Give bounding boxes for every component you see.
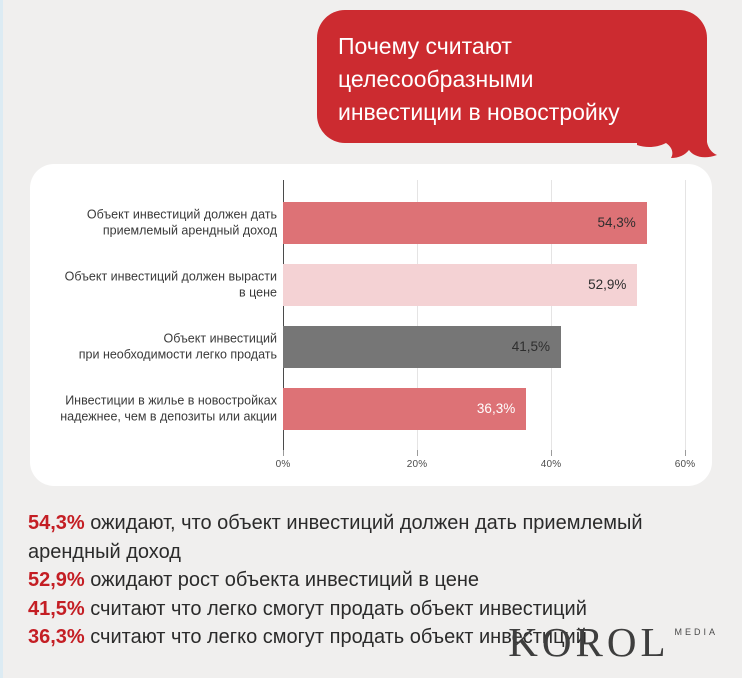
- x-axis-tick-label: 60%: [674, 459, 696, 470]
- gridline: [685, 180, 686, 450]
- x-axis-tick: [685, 450, 686, 456]
- logo-suffix: MEDIA: [674, 627, 718, 637]
- summary-text-block: 54,3% ожидают, что объект инвестиций дол…: [28, 509, 664, 652]
- summary-text: ожидают, что объект инвестиций должен да…: [28, 512, 643, 563]
- category-label: Объект инвестиций должен вырасти в цене: [64, 269, 277, 300]
- x-axis-tick-label: 40%: [540, 459, 562, 470]
- summary-text: считают что легко смогут продать объект …: [84, 626, 587, 648]
- summary-text: считают что легко смогут продать объект …: [84, 597, 587, 620]
- y-axis-line: [283, 180, 284, 456]
- summary-text: ожидают рост объекта инвестиций в цене: [84, 569, 480, 591]
- x-axis-tick: [417, 450, 418, 456]
- brand-logo: KOROL MEDIA: [508, 622, 718, 663]
- summary-line: 36,3% считают что легко смогут продать о…: [28, 623, 664, 652]
- bar-row: Инвестиции в жилье в новостройках надежне…: [30, 388, 712, 430]
- category-label: Инвестиции в жилье в новостройках надежне…: [60, 393, 277, 424]
- summary-percentage: 52,9%: [28, 569, 85, 591]
- speech-bubble-tail-icon: [637, 142, 717, 158]
- logo-wordmark: KOROL: [508, 619, 670, 665]
- bar: 54,3%: [283, 202, 647, 244]
- chart-card: 0% 20% 40% 60% Объект инвестиций должен дать…: [30, 164, 712, 486]
- bubble-title-line: инвестиции в новостройку: [338, 99, 620, 125]
- summary-line: 54,3% ожидают, что объект инвестиций дол…: [28, 509, 664, 566]
- bar-value-label: 52,9%: [588, 277, 627, 292]
- summary-percentage: 36,3%: [28, 626, 85, 648]
- category-label: Объект инвестиций при необходимости легко…: [78, 331, 277, 362]
- bar: 41,5%: [283, 326, 562, 368]
- bar: 36,3%: [283, 388, 527, 430]
- gridline: [417, 180, 418, 450]
- summary-line: 41,5% считают что легко смогут продать о…: [28, 595, 664, 624]
- page-left-edge-strip: [0, 0, 3, 678]
- x-axis-tick: [551, 450, 552, 456]
- x-axis-tick-label: 0%: [275, 459, 291, 470]
- x-axis-tick-label: 20%: [406, 459, 428, 470]
- summary-percentage: 54,3%: [28, 512, 85, 534]
- gridline: [551, 180, 552, 450]
- bar-value-label: 41,5%: [511, 339, 551, 354]
- summary-line: 52,9% ожидают рост объекта инвестиций в …: [28, 566, 664, 595]
- category-label: Объект инвестиций должен дать приемлемый …: [86, 207, 277, 238]
- speech-bubble: Почему считают целесообразными инвестици…: [317, 10, 717, 158]
- bubble-title-line: целесообразными: [338, 66, 534, 92]
- bubble-title-line: Почему считают: [338, 33, 512, 59]
- bar-value-label: 54,3%: [597, 215, 636, 230]
- bar: 52,9%: [283, 264, 638, 306]
- bar-value-label: 36,3%: [476, 401, 516, 416]
- bar-row: Объект инвестиций при необходимости легко…: [30, 326, 712, 368]
- bar-row: Объект инвестиций должен вырасти в цене 52…: [30, 264, 712, 306]
- x-axis-tick: [283, 450, 284, 456]
- bar-row: Объект инвестиций должен дать приемлемый …: [30, 202, 712, 244]
- summary-percentage: 41,5%: [28, 597, 85, 620]
- bar-chart: 0% 20% 40% 60% Объект инвестиций должен дать…: [30, 164, 712, 486]
